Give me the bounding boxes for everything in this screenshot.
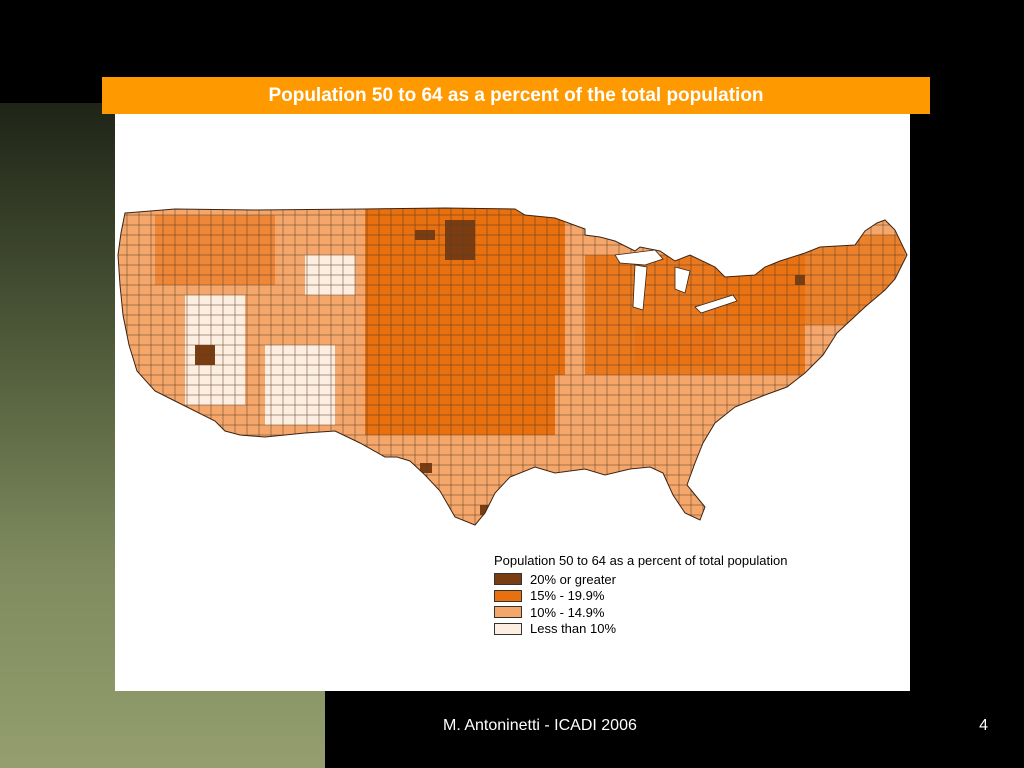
legend-label: 20% or greater [530, 571, 616, 587]
lake-erie [694, 294, 738, 314]
legend-swatch [494, 606, 522, 619]
legend-label: Less than 10% [530, 621, 617, 637]
legend-item: 20% or greater [494, 571, 787, 588]
legend-label: 15% - 19.9% [530, 588, 605, 604]
lake-michigan [632, 264, 648, 311]
legend-swatch [494, 622, 522, 635]
legend-item: 15% - 19.9% [494, 588, 787, 605]
map-legend: Population 50 to 64 as a percent of tota… [494, 553, 787, 637]
us-county-choropleth-map [117, 207, 908, 526]
legend-swatch [494, 573, 522, 586]
lake-huron [674, 266, 691, 294]
county-fills [118, 208, 907, 525]
legend-title: Population 50 to 64 as a percent of tota… [494, 553, 788, 568]
legend-item: Less than 10% [494, 621, 787, 638]
lake-superior [614, 249, 664, 266]
page-number: 4 [979, 717, 988, 734]
slide-footer: M. Antoninetti - ICADI 2006 [443, 717, 637, 734]
slide-title: Population 50 to 64 as a percent of the … [102, 77, 930, 114]
legend-swatch [494, 589, 522, 602]
legend-item: 10% - 14.9% [494, 604, 787, 621]
us-outline [117, 207, 908, 526]
legend-label: 10% - 14.9% [530, 604, 605, 620]
